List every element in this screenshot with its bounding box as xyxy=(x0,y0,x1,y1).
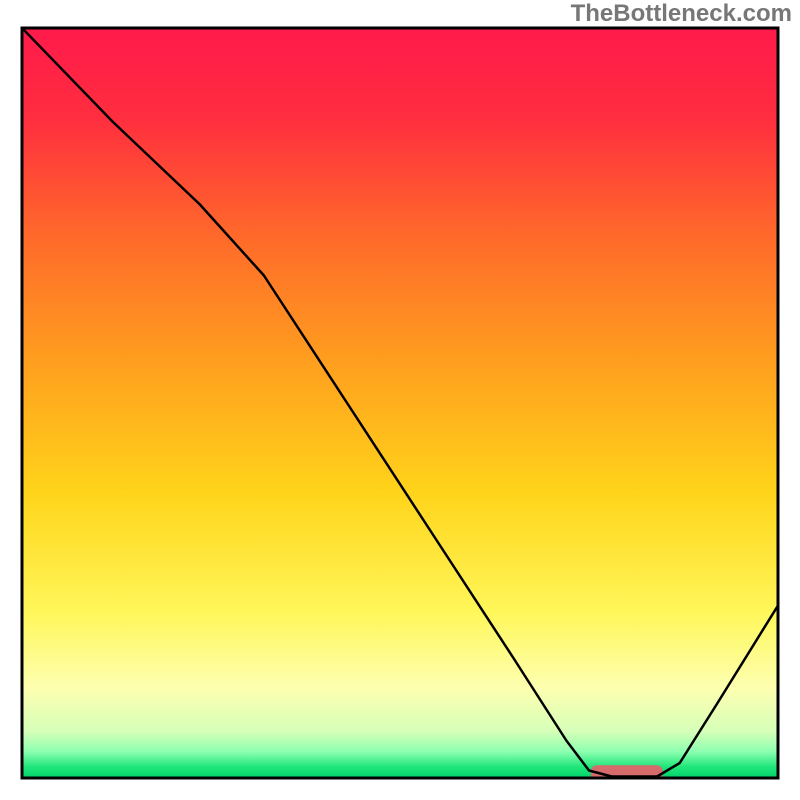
chart-container: TheBottleneck.com xyxy=(0,0,800,800)
plot-background xyxy=(22,28,778,778)
chart-svg xyxy=(0,0,800,800)
watermark-text: TheBottleneck.com xyxy=(571,0,792,28)
